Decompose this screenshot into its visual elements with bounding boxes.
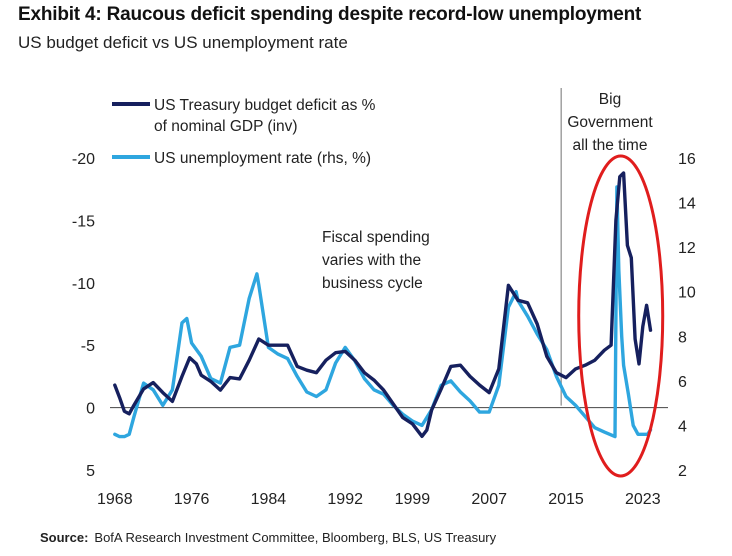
annotation-fiscal-line-1: Fiscal spending bbox=[322, 229, 430, 246]
left-tick-label: -20 bbox=[72, 151, 95, 168]
right-tick-label: 12 bbox=[678, 240, 696, 257]
right-tick-label: 10 bbox=[678, 285, 696, 302]
right-tick-label: 14 bbox=[678, 196, 696, 213]
source-note: Source: BofA Research Investment Committe… bbox=[40, 530, 496, 545]
x-tick-label: 2023 bbox=[625, 491, 661, 508]
x-tick-label: 1992 bbox=[327, 491, 363, 508]
x-axis: 1968 1976 1984 1992 1999 2007 2015 2023 bbox=[97, 491, 661, 508]
right-tick-label: 16 bbox=[678, 151, 696, 168]
annotation-big-line-2: Government bbox=[567, 114, 653, 131]
annotation-fiscal-line-3: business cycle bbox=[322, 275, 423, 292]
x-tick-label: 1999 bbox=[395, 491, 431, 508]
x-tick-label: 2015 bbox=[548, 491, 584, 508]
x-tick-label: 1968 bbox=[97, 491, 133, 508]
x-tick-label: 2007 bbox=[471, 491, 507, 508]
right-tick-label: 2 bbox=[678, 463, 687, 480]
source-label: Source: bbox=[40, 530, 89, 545]
left-tick-label: 5 bbox=[86, 463, 95, 480]
left-tick-label: -15 bbox=[72, 213, 95, 230]
left-tick-label: -10 bbox=[72, 276, 95, 293]
legend-label-unemployment: US unemployment rate (rhs, %) bbox=[154, 150, 371, 167]
right-tick-label: 6 bbox=[678, 374, 687, 391]
left-tick-label: 0 bbox=[86, 401, 95, 418]
legend-label-deficit-1: US Treasury budget deficit as % bbox=[154, 97, 376, 114]
x-tick-label: 1984 bbox=[251, 491, 287, 508]
source-text: BofA Research Investment Committee, Bloo… bbox=[94, 530, 497, 545]
highlight-ellipse bbox=[577, 154, 665, 478]
annotation-big-line-1: Big bbox=[599, 91, 621, 108]
legend-label-deficit-2: of nominal GDP (inv) bbox=[154, 118, 298, 135]
chart-title: Exhibit 4: Raucous deficit spending desp… bbox=[18, 4, 642, 25]
annotation-fiscal: Fiscal spending varies with the business… bbox=[322, 229, 430, 292]
series-line-deficit bbox=[113, 171, 653, 438]
right-tick-label: 8 bbox=[678, 329, 687, 346]
series-group bbox=[113, 171, 653, 439]
annotation-fiscal-line-2: varies with the bbox=[322, 252, 421, 269]
left-tick-label: -5 bbox=[81, 338, 95, 355]
chart-subtitle: US budget deficit vs US unemployment rat… bbox=[18, 33, 348, 52]
right-tick-label: 4 bbox=[678, 418, 687, 435]
x-tick-label: 1976 bbox=[174, 491, 210, 508]
series-line-unemployment bbox=[113, 185, 653, 439]
left-axis: -20 -15 -10 -5 0 5 bbox=[72, 151, 95, 480]
annotation-big-line-3: all the time bbox=[573, 137, 648, 154]
legend: US Treasury budget deficit as % of nomin… bbox=[112, 97, 376, 167]
right-axis: 16 14 12 10 8 6 4 2 bbox=[678, 151, 696, 480]
annotation-big-government: Big Government all the time bbox=[567, 91, 653, 154]
